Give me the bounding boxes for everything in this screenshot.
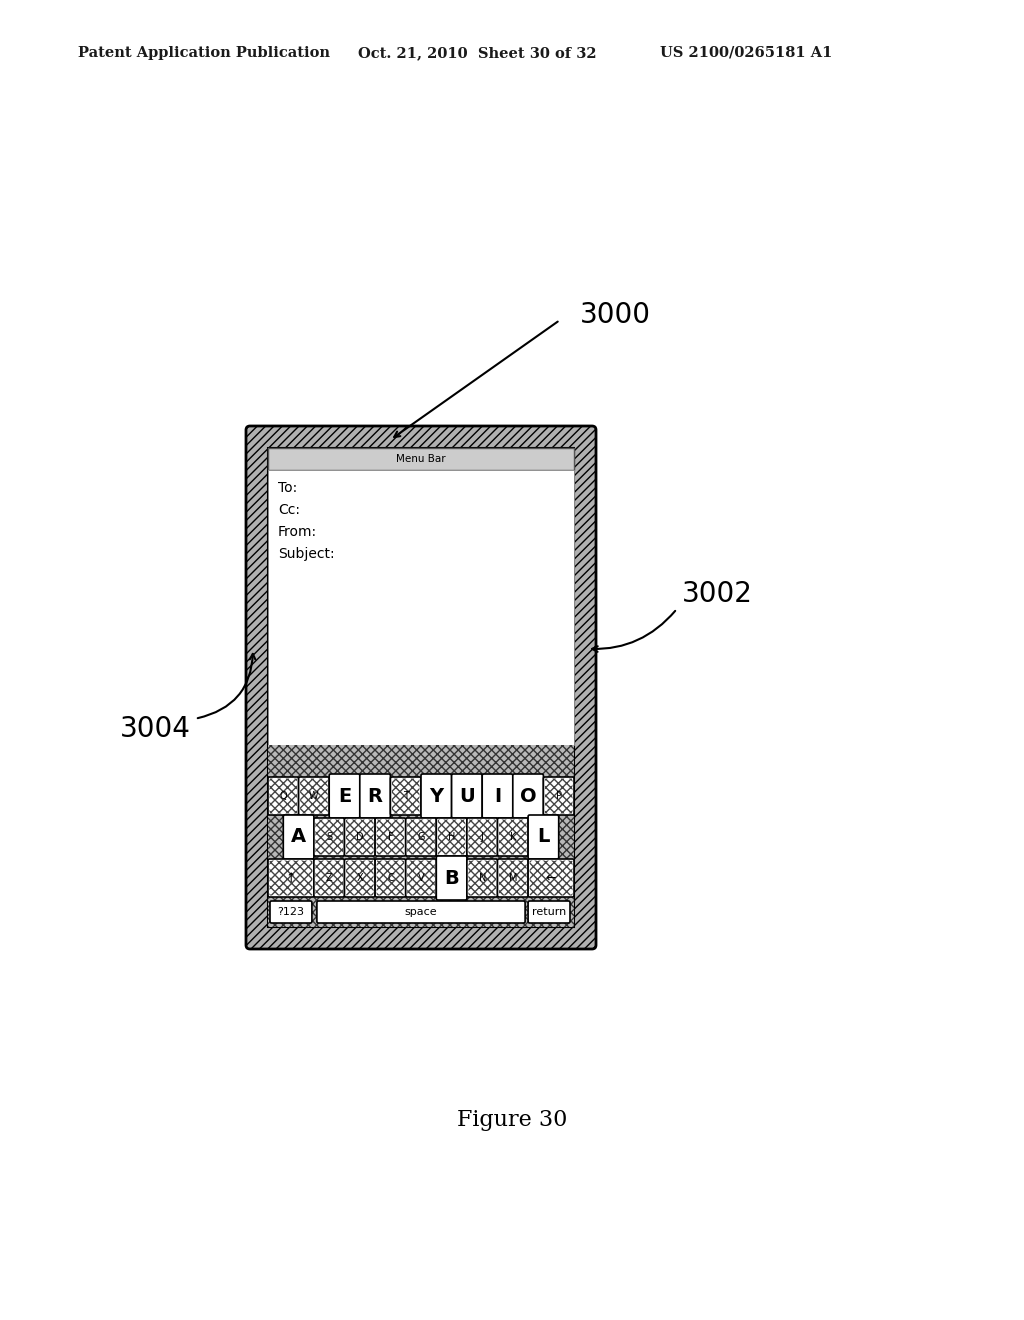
FancyBboxPatch shape <box>513 774 544 818</box>
Text: E: E <box>338 787 351 805</box>
Text: X: X <box>356 873 364 883</box>
Text: Subject:: Subject: <box>278 546 335 561</box>
Text: R: R <box>368 787 383 805</box>
FancyBboxPatch shape <box>436 818 467 855</box>
FancyBboxPatch shape <box>528 814 559 859</box>
FancyBboxPatch shape <box>390 777 421 814</box>
Text: V: V <box>418 873 424 883</box>
Text: From:: From: <box>278 525 317 539</box>
FancyBboxPatch shape <box>436 855 467 900</box>
FancyBboxPatch shape <box>344 818 375 855</box>
Text: Z: Z <box>326 873 333 883</box>
FancyBboxPatch shape <box>344 859 375 898</box>
Text: H: H <box>447 832 456 842</box>
FancyBboxPatch shape <box>406 859 436 898</box>
Text: P: P <box>556 791 562 801</box>
Text: US 2100/0265181 A1: US 2100/0265181 A1 <box>660 46 833 59</box>
Text: O: O <box>520 787 537 805</box>
Bar <box>268 470 574 744</box>
FancyBboxPatch shape <box>316 902 525 923</box>
Bar <box>268 744 574 927</box>
Text: ←: ← <box>546 871 556 884</box>
Text: I: I <box>494 787 501 805</box>
FancyBboxPatch shape <box>375 818 406 855</box>
FancyBboxPatch shape <box>268 859 314 898</box>
Text: Cc:: Cc: <box>278 503 300 517</box>
FancyBboxPatch shape <box>329 774 359 818</box>
Text: M: M <box>509 873 517 883</box>
Text: ↑: ↑ <box>286 871 296 884</box>
Text: 3002: 3002 <box>682 579 753 607</box>
Text: J: J <box>480 832 483 842</box>
Text: U: U <box>459 787 475 805</box>
Text: Oct. 21, 2010  Sheet 30 of 32: Oct. 21, 2010 Sheet 30 of 32 <box>358 46 597 59</box>
FancyBboxPatch shape <box>544 777 574 814</box>
FancyBboxPatch shape <box>406 818 436 855</box>
Text: Menu Bar: Menu Bar <box>396 454 445 465</box>
FancyBboxPatch shape <box>467 859 498 898</box>
Text: 3004: 3004 <box>120 714 190 743</box>
Text: N: N <box>478 873 485 883</box>
Bar <box>268 447 574 927</box>
Text: 3000: 3000 <box>580 301 651 329</box>
FancyBboxPatch shape <box>421 774 452 818</box>
Text: C: C <box>387 873 394 883</box>
Text: return: return <box>531 907 566 917</box>
FancyBboxPatch shape <box>528 902 570 923</box>
Text: B: B <box>444 869 459 887</box>
FancyBboxPatch shape <box>498 818 528 855</box>
FancyBboxPatch shape <box>482 774 513 818</box>
Text: D: D <box>356 832 364 842</box>
FancyBboxPatch shape <box>498 859 528 898</box>
Text: G: G <box>417 832 425 842</box>
Text: Y: Y <box>429 787 443 805</box>
FancyBboxPatch shape <box>375 859 406 898</box>
FancyBboxPatch shape <box>314 859 344 898</box>
Text: S: S <box>326 832 332 842</box>
FancyBboxPatch shape <box>314 818 344 855</box>
Text: L: L <box>538 828 550 846</box>
FancyBboxPatch shape <box>268 777 299 814</box>
Bar <box>268 744 574 927</box>
Text: K: K <box>510 832 516 842</box>
Text: Figure 30: Figure 30 <box>457 1109 567 1131</box>
Text: Patent Application Publication: Patent Application Publication <box>78 46 330 59</box>
Text: space: space <box>404 907 437 917</box>
FancyBboxPatch shape <box>528 859 574 898</box>
Bar <box>268 447 574 470</box>
FancyBboxPatch shape <box>452 774 482 818</box>
Text: F: F <box>388 832 393 842</box>
Text: ?123: ?123 <box>278 907 304 917</box>
FancyBboxPatch shape <box>284 814 314 859</box>
FancyBboxPatch shape <box>299 777 329 814</box>
Text: Q: Q <box>280 791 287 801</box>
FancyBboxPatch shape <box>246 426 596 949</box>
Text: A: A <box>291 828 306 846</box>
FancyBboxPatch shape <box>270 902 312 923</box>
Text: To:: To: <box>278 480 297 495</box>
FancyBboxPatch shape <box>359 774 390 818</box>
FancyBboxPatch shape <box>467 818 498 855</box>
Text: W: W <box>309 791 318 801</box>
Text: T: T <box>402 791 409 801</box>
